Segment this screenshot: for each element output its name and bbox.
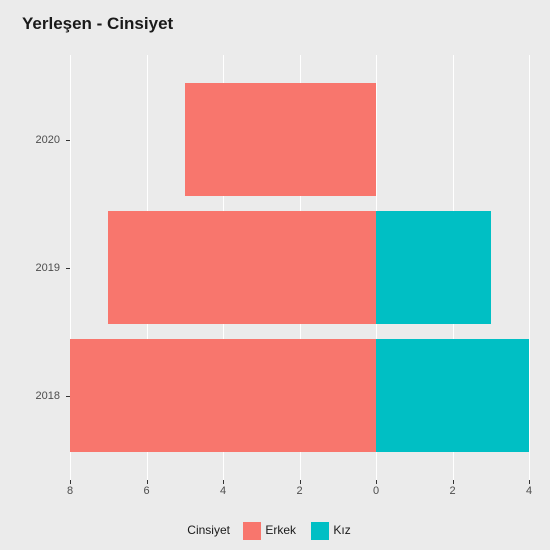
y-tick [66,396,70,397]
y-tick [66,140,70,141]
bar-kız [376,339,529,452]
bar-erkek [185,83,376,196]
y-tick [66,268,70,269]
x-tick [300,480,301,484]
bar-row [70,211,530,324]
x-tick [529,480,530,484]
chart-title: Yerleşen - Cinsiyet [22,14,173,34]
bar-row [70,83,530,196]
x-axis-label: 2 [449,485,455,497]
swatch-kiz [311,522,329,540]
bar-erkek [108,211,376,324]
x-tick [453,480,454,484]
x-axis-label: 2 [296,485,302,497]
x-tick [376,480,377,484]
x-tick [147,480,148,484]
x-axis-label: 4 [220,485,226,497]
x-axis-label: 6 [143,485,149,497]
legend-label-erkek: Erkek [265,523,296,537]
x-axis-label: 8 [67,485,73,497]
legend-label-kiz: Kız [333,523,350,537]
y-axis-label: 2019 [0,262,60,274]
legend-item-erkek: Erkek [243,523,299,537]
bar-row [70,339,530,452]
y-axis-label: 2020 [0,134,60,146]
legend-title: Cinsiyet [187,523,230,537]
x-axis-label: 4 [526,485,532,497]
y-axis-label: 2018 [0,390,60,402]
x-axis-label: 0 [373,485,379,497]
legend-item-kiz: Kız [311,523,350,537]
x-tick [223,480,224,484]
plot-area [70,55,530,480]
bar-kız [376,211,491,324]
legend: Cinsiyet Erkek Kız [0,522,550,540]
x-tick [70,480,71,484]
bar-erkek [70,339,376,452]
swatch-erkek [243,522,261,540]
